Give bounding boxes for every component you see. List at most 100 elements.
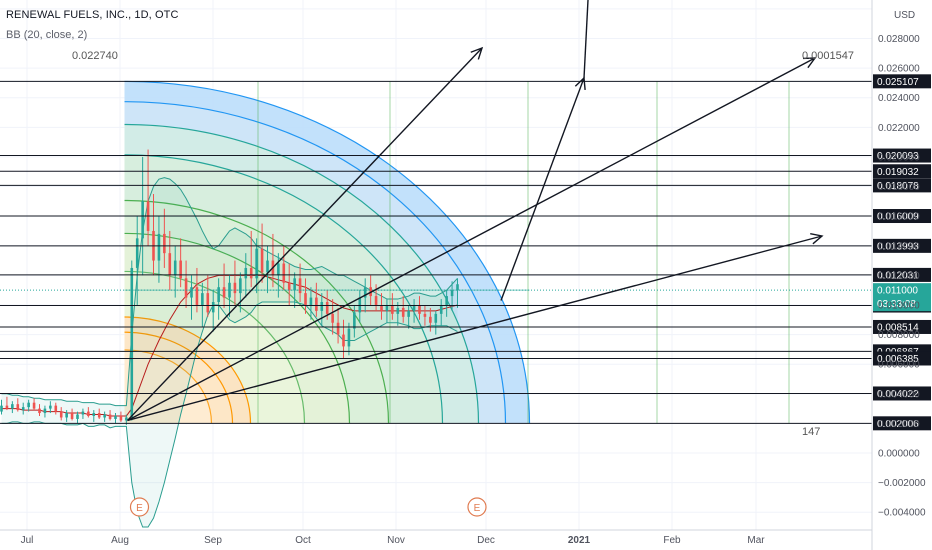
candle-12 — [65, 410, 68, 422]
candle-body-17 — [92, 413, 96, 417]
candle-3 — [16, 398, 20, 412]
y-tick-label-9: 0.012000 — [878, 271, 920, 282]
arrow-4-shaft — [500, 77, 585, 301]
candle-41 — [222, 263, 226, 308]
candle-13 — [70, 408, 74, 421]
earnings-circle-0 — [129, 497, 150, 517]
candle-16 — [87, 407, 90, 418]
arrow-3-head — [802, 57, 817, 69]
candle-84 — [456, 278, 459, 308]
candle-31 — [168, 230, 172, 291]
y-tick-label-8: 0.014000 — [878, 241, 920, 252]
candle-24 — [130, 260, 134, 421]
candle-20 — [108, 410, 112, 421]
arrow-2 — [127, 233, 824, 422]
candle-43 — [233, 260, 237, 305]
x-tick-label-7: Feb — [663, 535, 681, 546]
annotation-top-right: 0.0001547 — [802, 50, 854, 62]
candle-body-23 — [125, 417, 128, 421]
candle-body-69 — [374, 296, 378, 305]
candle-body-75 — [407, 310, 410, 317]
candle-body-61 — [331, 313, 334, 323]
x-tick-label-2: Sep — [204, 535, 222, 546]
candle-48 — [260, 223, 264, 283]
candle-64 — [347, 322, 351, 356]
candle-body-72 — [391, 304, 394, 314]
level-tag-5: 0.013993 — [873, 238, 931, 253]
level-tag-bg-11 — [873, 386, 931, 401]
arrow-3-shaft — [127, 57, 816, 422]
y-tick-label-11: 0.008000 — [878, 330, 920, 341]
candle-body-20 — [108, 414, 112, 419]
earnings-circle-1 — [467, 497, 487, 517]
level-tag-bg-0 — [873, 74, 931, 89]
y-tick-label-14: 0.002000 — [878, 419, 920, 430]
candle-5 — [27, 399, 30, 412]
candle-82 — [445, 290, 448, 317]
candle-body-30 — [163, 233, 166, 254]
candle-25 — [135, 216, 139, 305]
candle-66 — [358, 290, 362, 323]
earnings-marker-1[interactable]: E — [467, 497, 487, 517]
candle-body-15 — [81, 411, 85, 415]
x-axis: Jul Aug Sep Oct Nov Dec 2021 Feb Mar — [0, 529, 872, 546]
level-tag-label-6: 0.012031 — [877, 270, 919, 281]
candle-body-59 — [320, 302, 324, 311]
level-tag-bg-2 — [873, 164, 931, 179]
candle-33 — [179, 238, 182, 288]
candle-body-51 — [277, 263, 280, 276]
candle-body-56 — [304, 293, 307, 305]
level-tag-label-12: 0.002006 — [877, 419, 919, 430]
candle-body-73 — [396, 307, 400, 314]
candle-body-24 — [130, 267, 134, 418]
arrow-2-shaft — [127, 235, 823, 422]
candle-body-4 — [21, 407, 25, 411]
candle-body-34 — [184, 278, 188, 298]
candle-body-62 — [336, 322, 340, 335]
last-price-countdown: 03:33:08 — [877, 299, 916, 310]
level-tag-bg-6 — [873, 267, 931, 282]
candle-59 — [320, 293, 324, 326]
level-tag-4: 0.016009 — [873, 209, 931, 224]
candle-57 — [309, 287, 313, 320]
candle-body-10 — [54, 405, 58, 412]
candle-body-36 — [195, 287, 199, 305]
y-tick-label-5: 0.020000 — [878, 152, 920, 163]
y-tick-label-13: 0.004000 — [878, 389, 920, 400]
x-tick-label-1: Aug — [111, 535, 129, 546]
candle-72 — [391, 293, 394, 320]
y-axis-currency: USD — [894, 10, 915, 21]
last-price-bg — [873, 283, 931, 312]
candle-body-67 — [363, 287, 367, 298]
fib-arc-0 — [124, 80, 531, 424]
candle-body-7 — [38, 408, 41, 414]
earnings-label-1: E — [474, 503, 481, 514]
candle-77 — [418, 296, 421, 320]
level-tag-label-10: 0.006385 — [877, 354, 919, 365]
level-tag-bg-1 — [873, 148, 931, 163]
fib-arc-7 — [124, 316, 252, 424]
y-tick-label-10: 0.010000 — [878, 300, 920, 311]
indicator-label[interactable]: BB (20, close, 2) — [6, 29, 88, 41]
earnings-marker-0[interactable]: E — [129, 497, 150, 517]
candle-body-65 — [353, 312, 356, 329]
candle-body-33 — [179, 260, 182, 279]
candle-body-76 — [412, 304, 416, 311]
candle-body-32 — [173, 260, 177, 276]
candle-body-5 — [27, 402, 30, 408]
x-tick-label-8: Mar — [747, 535, 765, 546]
level-tag-11: 0.004022 — [873, 386, 931, 401]
candle-body-55 — [298, 278, 302, 294]
arrow-3 — [127, 57, 817, 422]
arrow-1-head — [470, 46, 484, 60]
level-tag-1: 0.020093 — [873, 148, 931, 163]
trend-arrows — [126, 0, 824, 422]
candle-body-46 — [249, 267, 253, 279]
fib-arc-2 — [124, 123, 480, 424]
candle-74 — [401, 296, 405, 323]
candle-body-57 — [309, 297, 313, 305]
bb-lower — [1, 301, 458, 528]
y-tick-label-7: 0.016000 — [878, 212, 920, 223]
